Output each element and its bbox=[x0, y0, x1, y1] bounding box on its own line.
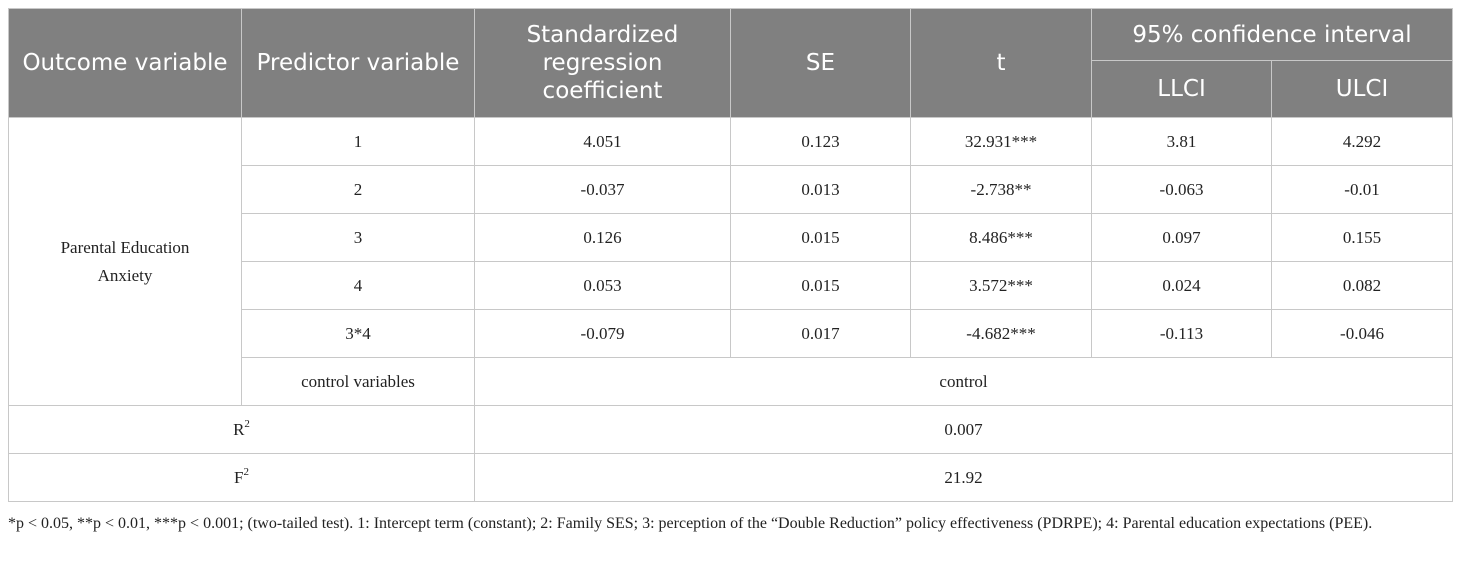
t-cell: 32.931*** bbox=[910, 117, 1092, 166]
predictor-cell: 4 bbox=[241, 261, 475, 310]
header-standardized-coefficient: Standardized regression coefficient bbox=[474, 8, 731, 118]
table-row: 3 0.126 0.015 8.486*** 0.097 0.155 bbox=[9, 213, 1453, 262]
predictor-cell: 3 bbox=[241, 213, 475, 262]
f-squared-letter: F bbox=[234, 467, 244, 487]
header-t: t bbox=[910, 8, 1092, 118]
outcome-variable-label: Parental Education Anxiety bbox=[60, 237, 190, 285]
r-squared-label: R2 bbox=[8, 405, 475, 454]
outcome-variable-cell: Parental Education Anxiety bbox=[8, 117, 242, 406]
header-ulci: ULCI bbox=[1271, 60, 1453, 118]
header-llci: LLCI bbox=[1091, 60, 1272, 118]
table-row: Parental Education Anxiety 1 4.051 0.123… bbox=[8, 117, 1453, 406]
ulci-cell: -0.01 bbox=[1271, 165, 1453, 214]
table-footnote: *p < 0.05, **p < 0.01, ***p < 0.001; (tw… bbox=[8, 515, 1373, 532]
coef-cell: 0.053 bbox=[474, 261, 731, 310]
control-variables-label: control variables bbox=[241, 357, 475, 406]
f-squared-label: F2 bbox=[8, 453, 475, 502]
f-squared-value: 21.92 bbox=[474, 453, 1453, 502]
coef-cell: -0.079 bbox=[474, 309, 731, 358]
llci-cell: -0.063 bbox=[1091, 165, 1272, 214]
se-cell: 0.017 bbox=[730, 309, 911, 358]
llci-cell: 0.024 bbox=[1091, 261, 1272, 310]
regression-table: Outcome variable Predictor variable Stan… bbox=[8, 8, 1453, 502]
r-squared-value: 0.007 bbox=[474, 405, 1453, 454]
se-cell: 0.123 bbox=[730, 117, 911, 166]
t-cell: -4.682*** bbox=[910, 309, 1092, 358]
llci-cell: 0.097 bbox=[1091, 213, 1272, 262]
t-cell: -2.738** bbox=[910, 165, 1092, 214]
llci-cell: 3.81 bbox=[1091, 117, 1272, 166]
control-variables-value: control bbox=[474, 357, 1453, 406]
header-row-bottom: LLCI ULCI bbox=[9, 60, 1453, 118]
f-squared-superscript: 2 bbox=[243, 465, 249, 478]
ulci-cell: -0.046 bbox=[1271, 309, 1453, 358]
r-squared-letter: R bbox=[233, 419, 245, 439]
table-row: 2 -0.037 0.013 -2.738** -0.063 -0.01 bbox=[9, 165, 1453, 214]
r-squared-row: R2 0.007 bbox=[8, 405, 1453, 454]
se-cell: 0.015 bbox=[730, 213, 911, 262]
f-squared-row: F2 21.92 bbox=[8, 453, 1453, 502]
t-cell: 3.572*** bbox=[910, 261, 1092, 310]
header-row-top: Outcome variable Predictor variable Stan… bbox=[8, 8, 1453, 118]
se-cell: 0.013 bbox=[730, 165, 911, 214]
llci-cell: -0.113 bbox=[1091, 309, 1272, 358]
ulci-cell: 4.292 bbox=[1271, 117, 1453, 166]
regression-table-container: Outcome variable Predictor variable Stan… bbox=[8, 8, 1453, 502]
control-row: control variables control bbox=[9, 357, 1453, 406]
predictor-cell: 3*4 bbox=[241, 309, 475, 358]
header-predictor-variable: Predictor variable bbox=[241, 8, 475, 118]
t-cell: 8.486*** bbox=[910, 213, 1092, 262]
coef-cell: -0.037 bbox=[474, 165, 731, 214]
r-squared-superscript: 2 bbox=[244, 417, 250, 430]
header-confidence-interval: 95% confidence interval bbox=[1091, 8, 1453, 61]
se-cell: 0.015 bbox=[730, 261, 911, 310]
coef-cell: 0.126 bbox=[474, 213, 731, 262]
coef-cell: 4.051 bbox=[474, 117, 731, 166]
ulci-cell: 0.155 bbox=[1271, 213, 1453, 262]
predictor-cell: 1 bbox=[241, 117, 475, 166]
predictor-cell: 2 bbox=[241, 165, 475, 214]
ulci-cell: 0.082 bbox=[1271, 261, 1453, 310]
header-se: SE bbox=[730, 8, 911, 118]
header-outcome-variable: Outcome variable bbox=[8, 8, 242, 118]
